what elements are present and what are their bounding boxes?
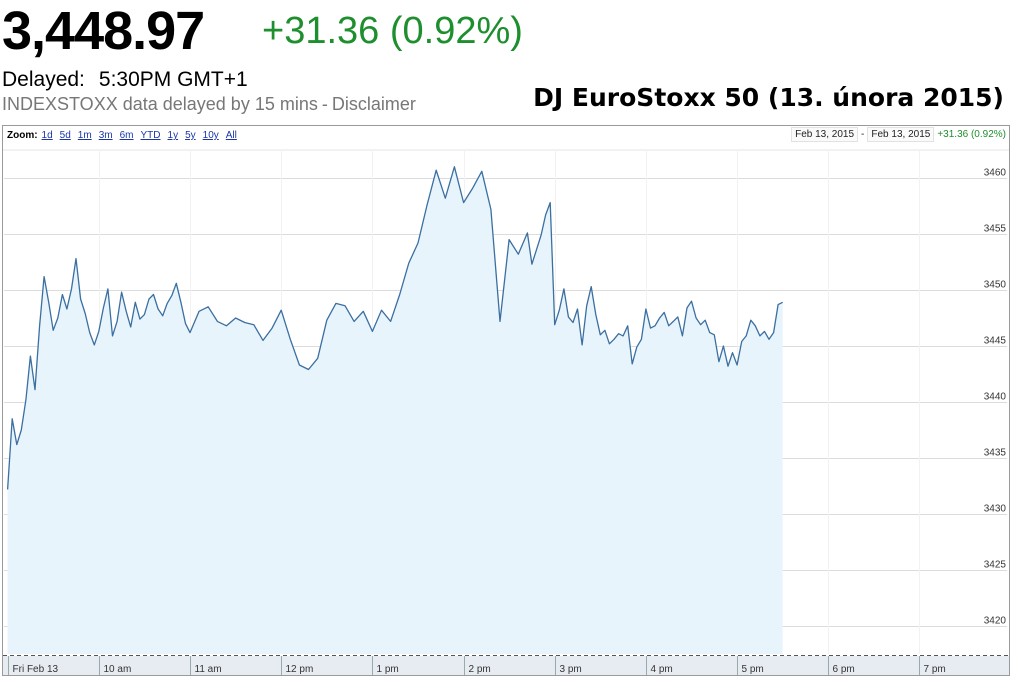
y-tick-label-3460: 3460 [984,168,1007,179]
zoom-option-1y[interactable]: 1y [167,130,179,141]
zoom-option-1m[interactable]: 1m [77,130,92,141]
zoom-option-10y[interactable]: 10y [202,130,219,141]
delayed-row: Delayed: 5:30PM GMT+1 [2,66,248,94]
y-tick-label-3435: 3435 [984,448,1007,459]
y-tick-label-3430: 3430 [984,504,1007,515]
source-separator: - [321,94,328,114]
zoom-bar: Zoom: 1d 5d 1m 3m 6m YTD 1y 5y 10y All [7,130,244,141]
y-tick-label-3450: 3450 [984,280,1007,291]
series-line [6,166,783,490]
zoom-option-6m[interactable]: 6m [119,130,134,141]
x-tick-label-1: 10 am [104,664,132,675]
source-name: INDEXSTOXX [2,94,118,114]
y-tick-label-3440: 3440 [984,392,1007,403]
range-to[interactable]: Feb 13, 2015 [867,127,935,142]
zoom-option-all[interactable]: All [225,130,237,141]
x-tick-label-8: 5 pm [742,664,764,675]
data-source-line: INDEXSTOXX data delayed by 15 mins - Discl… [2,92,416,116]
zoom-label: Zoom: [7,130,38,141]
y-tick-label-3445: 3445 [984,336,1007,347]
series-area [7,166,783,655]
x-tick-label-10: 7 pm [924,664,946,675]
range-from[interactable]: Feb 13, 2015 [791,127,859,142]
quote-change: +31.36 (0.92%) [262,10,523,52]
x-tick-label-3: 12 pm [286,664,314,675]
zoom-option-1d[interactable]: 1d [41,130,53,141]
x-tick-label-4: 1 pm [377,664,399,675]
y-tick-label-3425: 3425 [984,560,1007,571]
zoom-option-5d[interactable]: 5d [59,130,71,141]
y-tick-label-3420: 3420 [984,616,1007,627]
x-tick-label-5: 2 pm [469,664,491,675]
chart-svg: 3420 3425 3430 3435 3440 3445 3450 3455 3460 Fri … [3,149,1009,675]
x-tick-label-2: 11 am [195,664,222,675]
range-display: Feb 13, 2015- Feb 13, 2015 +31.36 (0.92%) [791,127,1006,142]
disclaimer-link[interactable]: Disclaimer [331,94,416,114]
chart-caption: DJ EuroStoxx 50 (13. února 2015) [533,83,1004,112]
delayed-time: 5:30PM GMT+1 [98,68,248,91]
range-separator: - [861,129,865,140]
source-text: data delayed by 15 mins [122,94,318,114]
quote-price: 3,448.97 [2,1,205,61]
range-change: +31.36 (0.92%) [937,129,1006,140]
x-axis-band [3,656,1009,675]
zoom-option-5y[interactable]: 5y [185,130,196,141]
zoom-option-ytd[interactable]: YTD [140,130,161,141]
y-tick-label-3455: 3455 [984,224,1007,235]
x-tick-label-0: Fri Feb 13 [13,664,59,675]
x-tick-label-9: 6 pm [833,664,855,675]
zoom-option-3m[interactable]: 3m [98,130,113,141]
delayed-label: Delayed: [2,68,85,91]
x-tick-label-7: 4 pm [651,664,673,675]
chart-container[interactable]: 3420 3425 3430 3435 3440 3445 3450 3455 3460 Fri … [2,125,1010,676]
x-tick-label-6: 3 pm [560,664,582,675]
